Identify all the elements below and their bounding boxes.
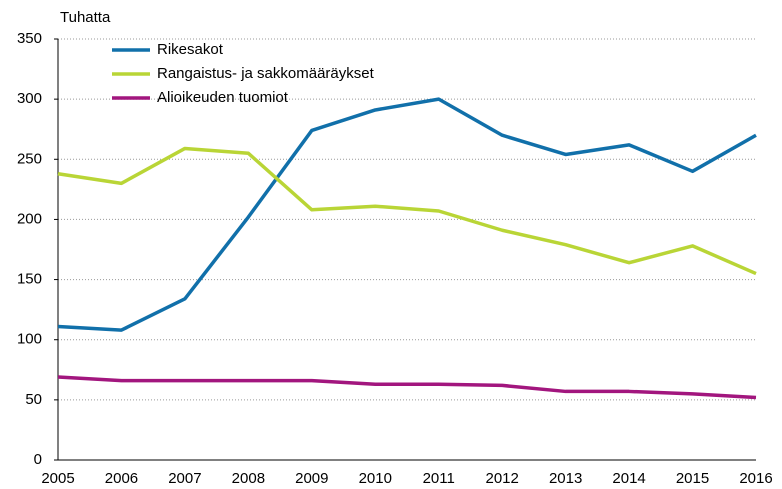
y-tick-label: 0 xyxy=(34,451,42,468)
x-tick-label: 2007 xyxy=(168,470,201,487)
series-line xyxy=(57,146,757,276)
y-tick-label: 50 xyxy=(25,391,42,408)
y-tick-label: 100 xyxy=(17,331,42,348)
y-tick-label: 300 xyxy=(17,90,42,107)
y-tick-label: 150 xyxy=(17,271,42,288)
y-tick-label: 350 xyxy=(17,30,42,47)
x-tick-label: 2012 xyxy=(485,470,518,487)
x-tick-label: 2014 xyxy=(612,470,645,487)
x-tick-label: 2006 xyxy=(105,470,138,487)
legend-label: Rangaistus- ja sakkomääräykset xyxy=(157,65,375,82)
legend-label: Rikesakot xyxy=(157,41,224,58)
y-axis-label: Tuhatta xyxy=(60,9,111,26)
series-line xyxy=(57,375,757,400)
x-tick-label: 2008 xyxy=(232,470,265,487)
legend-label: Alioikeuden tuomiot xyxy=(157,89,289,106)
y-tick-label: 250 xyxy=(17,150,42,167)
x-tick-label: 2009 xyxy=(295,470,328,487)
x-tick-label: 2005 xyxy=(41,470,74,487)
x-tick-label: 2010 xyxy=(359,470,392,487)
x-tick-label: 2011 xyxy=(423,470,455,487)
x-tick-label: 2013 xyxy=(549,470,582,487)
series-line xyxy=(57,97,757,332)
x-tick-label: 2015 xyxy=(676,470,709,487)
x-tick-label: 2016 xyxy=(739,470,772,487)
y-tick-label: 200 xyxy=(17,210,42,227)
